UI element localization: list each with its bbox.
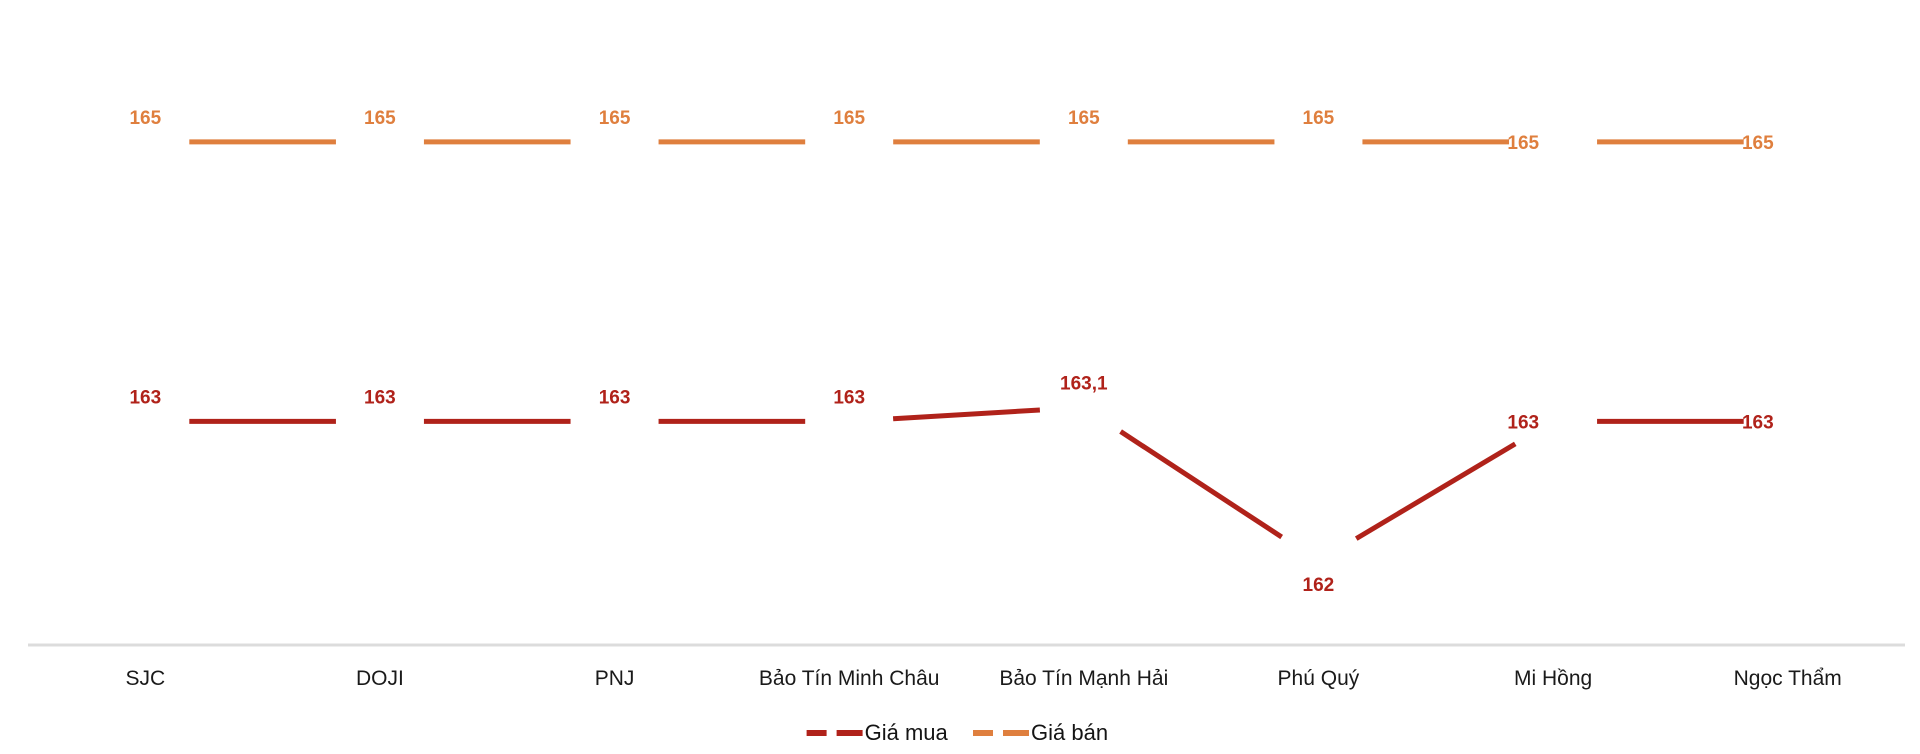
- data-label: 163: [129, 387, 161, 408]
- data-label: 162: [1303, 575, 1335, 596]
- data-label: 165: [364, 108, 396, 129]
- data-label: 163: [599, 387, 631, 408]
- data-label: 165: [1507, 133, 1539, 154]
- data-label: 165: [599, 108, 631, 129]
- category-label: Phú Quý: [1278, 667, 1360, 690]
- legend-label: Giá mua: [865, 720, 949, 745]
- buy-price-line: [189, 407, 1744, 541]
- category-label: DOJI: [356, 667, 404, 690]
- data-label: 163: [833, 387, 865, 408]
- data-label: 165: [833, 108, 865, 129]
- x-axis-category-labels: SJC DOJI PNJ Bảo Tín Minh Châu Bảo Tín Mạnh …: [125, 667, 1841, 690]
- line-segment: [1119, 429, 1284, 540]
- category-label: Bảo Tín Mạnh Hải: [999, 667, 1168, 690]
- category-label: PNJ: [595, 667, 635, 690]
- data-label: 163: [1507, 412, 1539, 433]
- data-label: 163: [364, 387, 396, 408]
- data-label: 163,1: [1060, 373, 1108, 394]
- category-label: Ngọc Thẩm: [1734, 667, 1842, 690]
- data-label: 165: [1742, 133, 1774, 154]
- category-label: Bảo Tín Minh Châu: [759, 667, 940, 690]
- legend-label: Giá bán: [1031, 720, 1108, 745]
- legend-item[interactable]: Giá mua: [806, 720, 949, 745]
- data-label: 165: [1303, 108, 1335, 129]
- category-label: SJC: [125, 667, 165, 690]
- data-label: 165: [129, 108, 161, 129]
- data-label: 165: [1068, 108, 1100, 129]
- data-label: 163: [1742, 412, 1774, 433]
- sell-price-data-labels: 165 165 165 165 165 165 165 165: [129, 108, 1774, 154]
- category-label: Mi Hồng: [1514, 667, 1592, 690]
- line-segment: [1354, 441, 1517, 541]
- buy-price-data-labels: 163 163 163 163 163,1 162 163 163: [129, 373, 1773, 596]
- legend-item[interactable]: Giá bán: [973, 720, 1108, 745]
- line-segment: [892, 407, 1041, 422]
- chart-legend[interactable]: Giá mua Giá bán: [806, 720, 1108, 745]
